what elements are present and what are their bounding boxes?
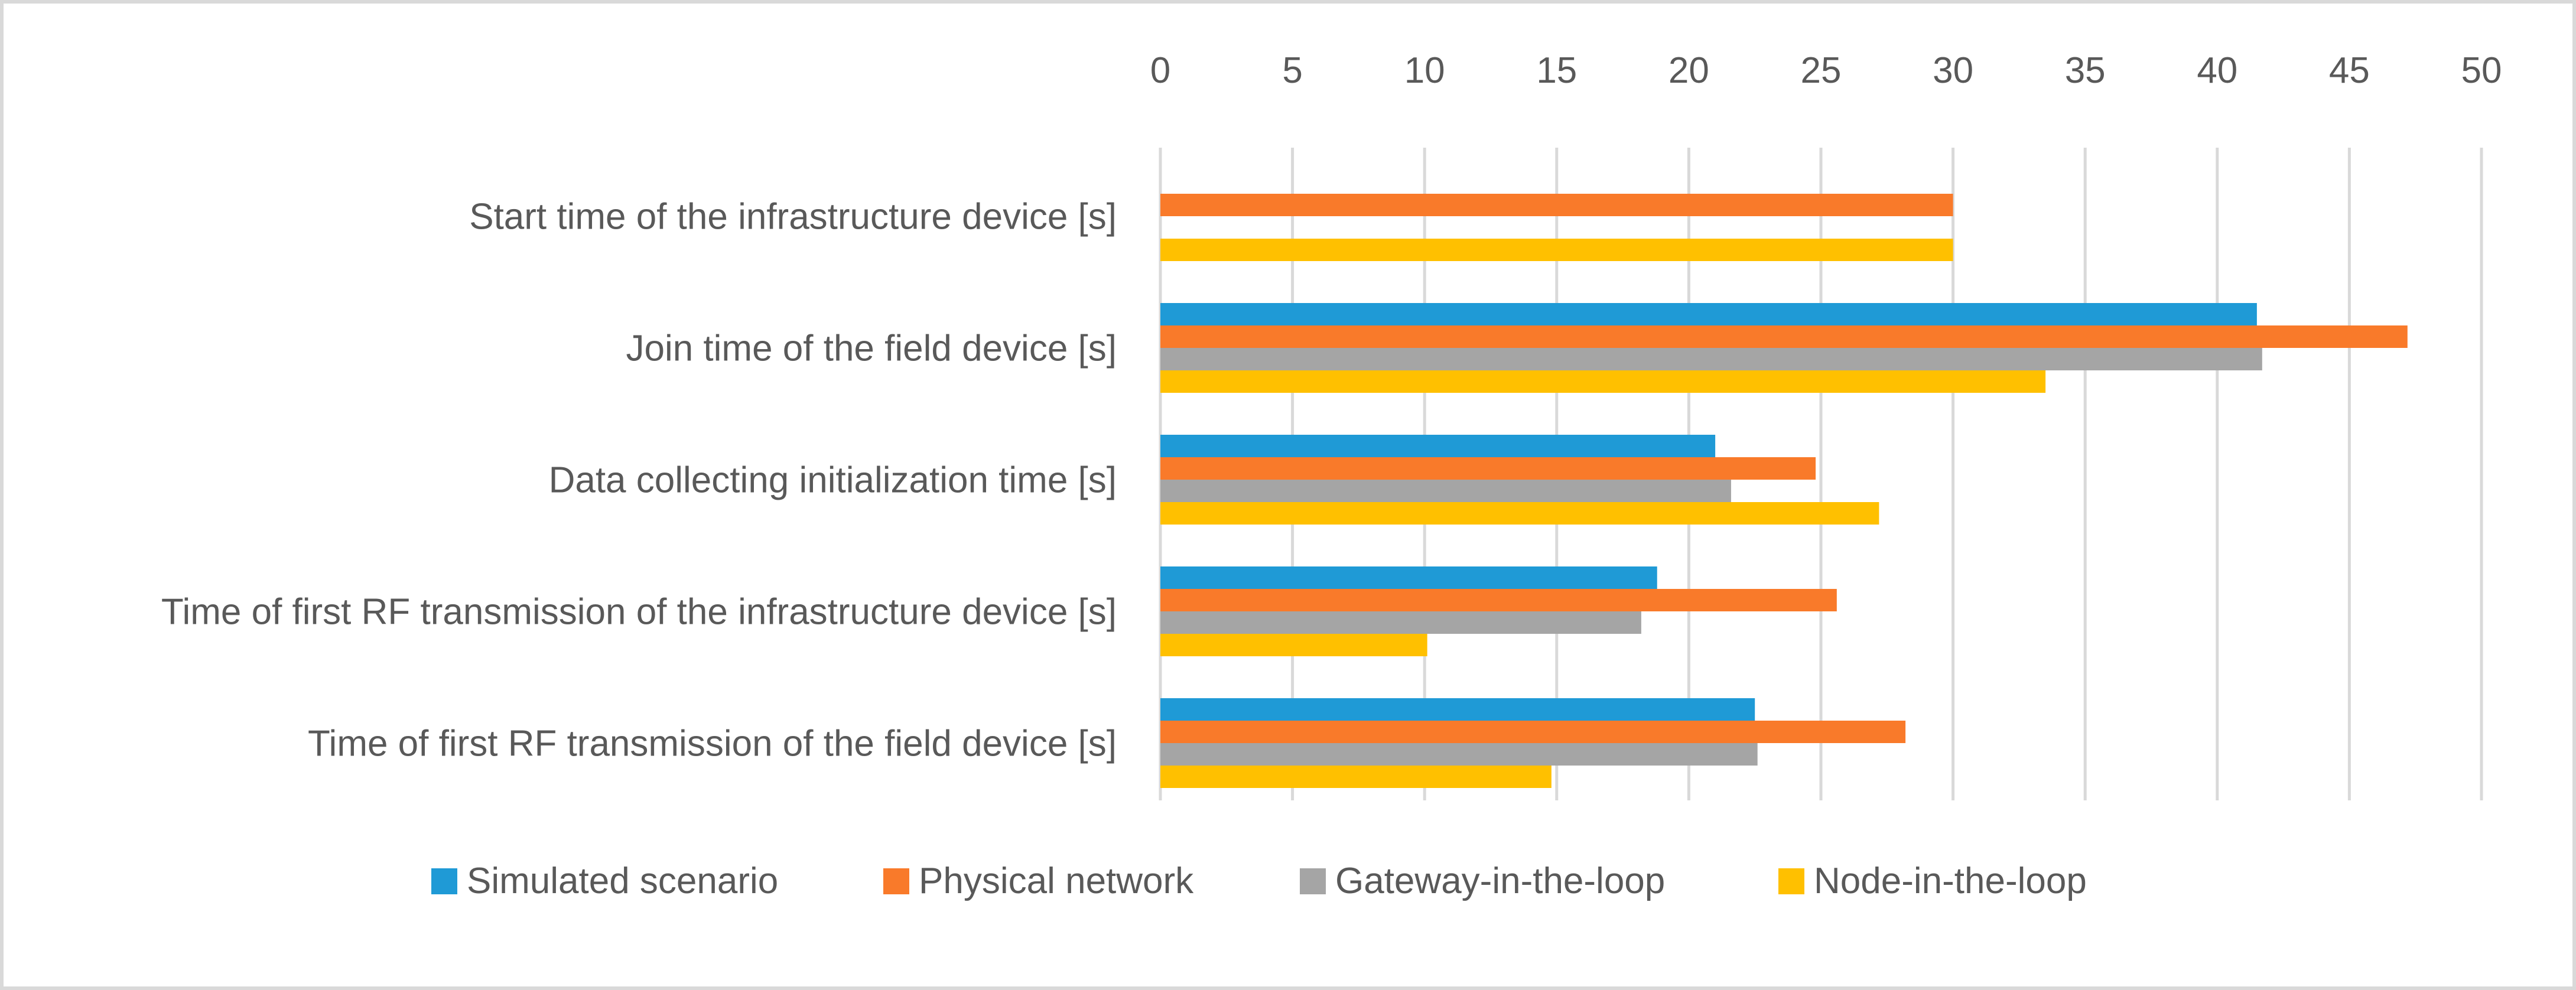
bar-gateway-in-the-loop-2 [1160, 480, 1731, 502]
bar-node-in-the-loop-2 [1160, 502, 1879, 525]
x-axis-tick-labels: 0 5 10 15 20 25 30 35 40 45 50 [1150, 50, 2502, 91]
bar-gateway-in-the-loop-1 [1160, 348, 2262, 370]
bar-simulated-scenario-3 [1160, 566, 1657, 589]
bar-physical-network-0 [1160, 194, 1953, 216]
x-tick-label: 40 [2197, 50, 2237, 91]
bar-simulated-scenario-4 [1160, 698, 1755, 721]
category-label: Join time of the field device [s] [626, 328, 1117, 369]
legend-swatch [1778, 868, 1804, 894]
legend-swatch [1300, 868, 1326, 894]
legend-label: Node-in-the-loop [1814, 861, 2087, 901]
bar-physical-network-2 [1160, 457, 1816, 480]
bar-physical-network-3 [1160, 589, 1837, 611]
category-label: Data collecting initialization time [s] [549, 460, 1117, 501]
x-tick-label: 35 [2065, 50, 2106, 91]
x-tick-label: 20 [1668, 50, 1709, 91]
legend-label: Simulated scenario [467, 861, 778, 901]
x-tick-label: 30 [1933, 50, 1973, 91]
x-tick-label: 10 [1404, 50, 1445, 91]
category-labels: Start time of the infrastructure device … [161, 197, 1117, 764]
bar-gateway-in-the-loop-4 [1160, 743, 1758, 766]
bar-simulated-scenario-2 [1160, 435, 1716, 457]
bar-gateway-in-the-loop-3 [1160, 611, 1641, 634]
bar-node-in-the-loop-0 [1160, 239, 1953, 261]
bar-node-in-the-loop-4 [1160, 766, 1552, 788]
bar-physical-network-4 [1160, 721, 1906, 743]
bar-physical-network-1 [1160, 325, 2408, 348]
x-tick-label: 0 [1150, 50, 1170, 91]
bar-node-in-the-loop-3 [1160, 634, 1427, 656]
bars [1160, 194, 2408, 788]
category-label: Start time of the infrastructure device … [469, 197, 1117, 237]
bar-node-in-the-loop-1 [1160, 370, 2046, 393]
x-tick-label: 5 [1282, 50, 1302, 91]
x-tick-label: 50 [2461, 50, 2502, 91]
x-tick-label: 25 [1801, 50, 1842, 91]
x-tick-label: 15 [1536, 50, 1577, 91]
legend-swatch [431, 868, 457, 894]
legend-label: Gateway-in-the-loop [1335, 861, 1665, 901]
category-label: Time of first RF transmission of the inf… [161, 592, 1117, 633]
x-tick-label: 45 [2329, 50, 2370, 91]
legend: Simulated scenario Physical network Gatewa… [431, 861, 2087, 901]
category-label: Time of first RF transmission of the fie… [308, 724, 1117, 764]
legend-swatch [883, 868, 909, 894]
legend-label: Physical network [919, 861, 1194, 901]
bar-simulated-scenario-1 [1160, 303, 2257, 325]
